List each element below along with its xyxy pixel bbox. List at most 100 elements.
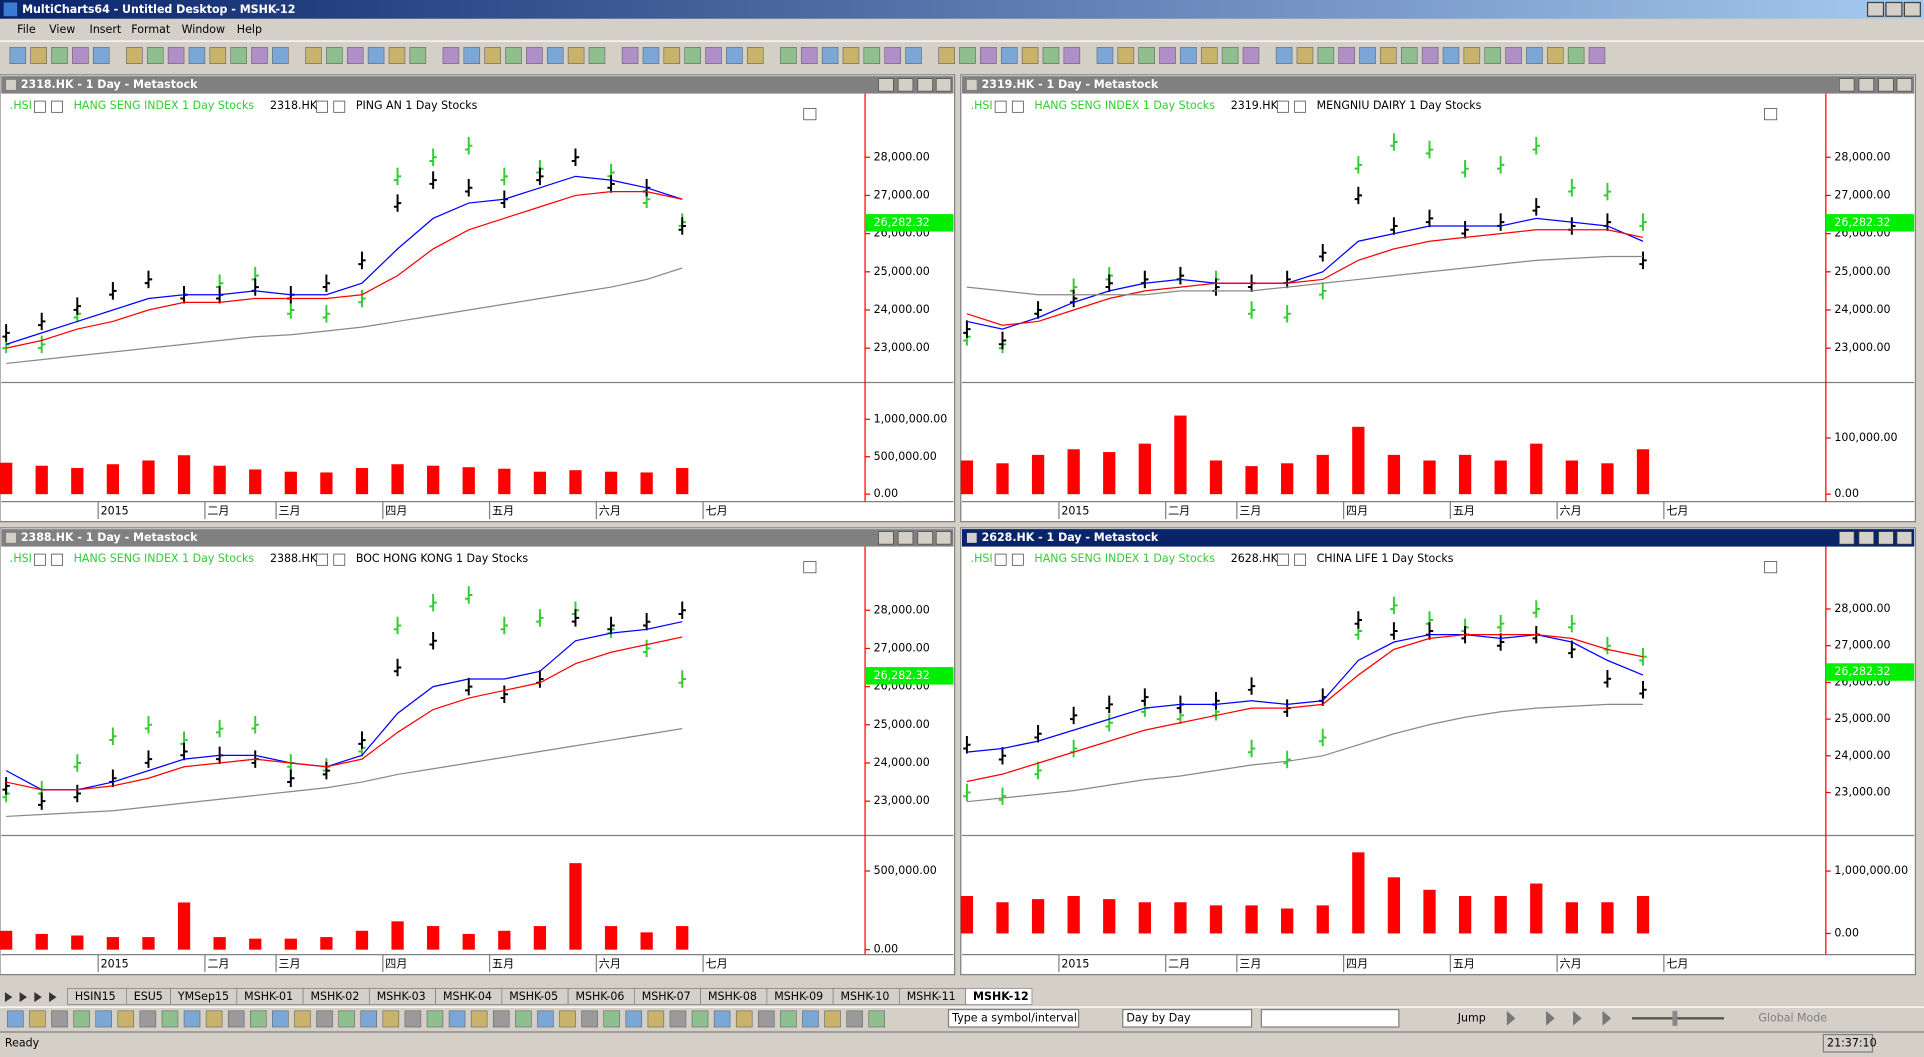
tab-label[interactable]: MSHK-12 [973,990,1029,1003]
menu-item[interactable]: File [17,23,36,36]
menu-item[interactable]: Window [182,23,226,36]
toolbar-icon[interactable] [505,47,522,64]
speed-thumb[interactable] [1672,1010,1678,1026]
window-button[interactable] [1858,78,1874,92]
toolbar-icon[interactable] [1159,47,1176,64]
legend-button[interactable] [33,553,46,566]
toolbar-icon[interactable] [409,47,427,64]
drawing-tool[interactable] [758,1010,775,1028]
drawing-tool[interactable] [161,1010,179,1028]
toolbar-icon[interactable] [1421,47,1439,64]
drawing-tool[interactable] [780,1010,797,1028]
toolbar-icon[interactable] [230,47,247,64]
tab-label[interactable]: YMSep15 [177,990,229,1003]
drawing-tool[interactable] [294,1010,311,1028]
window-button[interactable] [1839,78,1855,92]
drawing-tool[interactable] [360,1010,378,1028]
toolbar-icon[interactable] [442,47,460,64]
global-mode[interactable]: Global Mode [1758,1011,1827,1024]
tab-nav[interactable] [4,992,13,1003]
toolbar-icon[interactable] [1526,47,1543,64]
toolbar-icon[interactable] [1000,47,1018,64]
drawing-tool[interactable] [581,1010,598,1028]
legend-button[interactable] [1011,100,1024,113]
toolbar-icon[interactable] [1359,47,1376,64]
toolbar-icon[interactable] [1117,47,1135,64]
toolbar-icon[interactable] [388,47,406,64]
drawing-tool[interactable] [669,1010,687,1028]
legend-button[interactable] [316,100,328,113]
drawing-tool[interactable] [603,1010,620,1028]
toolbar-icon[interactable] [621,47,639,64]
toolbar-icon[interactable] [1463,47,1481,64]
drawing-tool[interactable] [139,1010,157,1028]
tab-label[interactable]: ESU5 [134,990,163,1003]
playback-button[interactable] [1546,1010,1555,1026]
toolbar-icon[interactable] [726,47,743,64]
toolbar-icon[interactable] [1200,47,1218,64]
drawing-tool[interactable] [338,1010,355,1028]
drawing-tool[interactable] [802,1010,819,1028]
legend-button[interactable] [33,100,46,113]
drawing-tool[interactable] [824,1010,841,1028]
toolbar-icon[interactable] [251,47,268,64]
tab-label[interactable]: MSHK-07 [642,990,691,1003]
drawing-tool[interactable] [426,1010,444,1028]
legend-button[interactable] [51,553,63,566]
toolbar-icon[interactable] [1484,47,1501,64]
drawing-tool[interactable] [117,1010,135,1028]
toolbar-icon[interactable] [51,47,68,64]
playback-button[interactable] [1602,1010,1612,1026]
tab-label[interactable]: MSHK-02 [310,990,359,1003]
legend-button[interactable] [1294,553,1306,566]
drawing-tool[interactable] [448,1010,466,1028]
toolbar-icon[interactable] [346,47,364,64]
drawing-tool[interactable] [868,1010,886,1028]
tab-label[interactable]: HSIN15 [75,990,116,1003]
playback-select[interactable] [1122,1008,1253,1028]
toolbar-icon[interactable] [1588,47,1606,64]
toolbar-icon[interactable] [821,47,839,64]
toolbar-icon[interactable] [938,47,955,64]
drawing-tool[interactable] [183,1010,201,1028]
toolbar-icon[interactable] [684,47,701,64]
drawing-tool[interactable] [470,1010,488,1028]
toolbar-icon[interactable] [209,47,227,64]
window-button[interactable] [878,531,894,545]
toolbar-icon[interactable] [800,47,818,64]
drawing-tool[interactable] [492,1010,510,1028]
toolbar-icon[interactable] [567,47,585,64]
drawing-tool[interactable] [625,1010,643,1028]
window-button[interactable] [1858,531,1874,545]
toolbar-icon[interactable] [1338,47,1355,64]
drawing-tool[interactable] [559,1010,576,1028]
window-button[interactable] [1896,78,1913,92]
drawing-tool[interactable] [51,1010,68,1028]
tab-label[interactable]: MSHK-10 [841,990,890,1003]
menu-item[interactable]: Format [131,23,171,36]
toolbar-icon[interactable] [780,47,797,64]
tab-label[interactable]: MSHK-11 [907,990,956,1003]
panel-menu-icon[interactable] [803,561,817,574]
panel-menu-icon[interactable] [1764,561,1778,574]
toolbar-icon[interactable] [1021,47,1039,64]
playback-button[interactable] [1573,1010,1582,1026]
toolbar-icon[interactable] [326,47,343,64]
date-select[interactable] [1260,1008,1400,1028]
window-button[interactable] [935,531,952,545]
toolbar-icon[interactable] [884,47,901,64]
toolbar-icon[interactable] [980,47,997,64]
window-button[interactable] [1885,1,1903,17]
toolbar-icon[interactable] [1042,47,1060,64]
toolbar-icon[interactable] [484,47,501,64]
symbol-input[interactable] [947,1008,1080,1028]
tab-label[interactable]: MSHK-09 [774,990,823,1003]
toolbar-icon[interactable] [1317,47,1335,64]
tab-label[interactable]: MSHK-04 [443,990,492,1003]
window-button[interactable] [917,531,933,545]
legend-button[interactable] [1276,100,1289,113]
toolbar-icon[interactable] [905,47,922,64]
playback-button[interactable] [1506,1010,1516,1026]
window-button[interactable] [878,78,894,92]
drawing-tool[interactable] [647,1010,665,1028]
